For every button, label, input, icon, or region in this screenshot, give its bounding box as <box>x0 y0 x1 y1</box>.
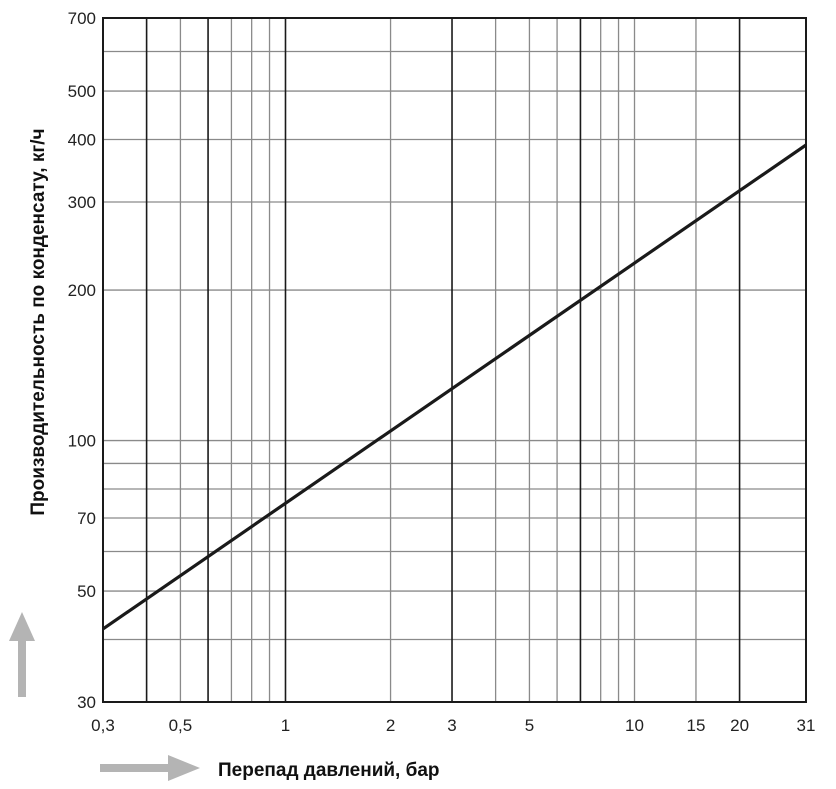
x-tick-label: 31 <box>797 716 816 735</box>
y-axis-title: Производительность по конденсату, кг/ч <box>28 128 49 515</box>
plot-frame <box>102 17 807 703</box>
y-tick-label: 400 <box>68 131 96 150</box>
x-tick-label: 1 <box>281 716 290 735</box>
x-tick-label: 20 <box>730 716 749 735</box>
y-axis-arrow-icon <box>9 612 35 697</box>
x-tick-label: 10 <box>625 716 644 735</box>
y-tick-label: 500 <box>68 82 96 101</box>
plot-background <box>103 18 806 702</box>
y-tick-label: 200 <box>68 281 96 300</box>
x-tick-label: 15 <box>687 716 706 735</box>
series-line <box>103 143 806 631</box>
x-tick-label: 0,5 <box>169 716 193 735</box>
x-tick-label: 0,3 <box>91 716 115 735</box>
y-tick-label: 700 <box>68 9 96 28</box>
series-layer <box>103 143 806 631</box>
y-tick-label: 300 <box>68 193 96 212</box>
x-tick-label: 3 <box>447 716 456 735</box>
y-tick-label: 70 <box>77 509 96 528</box>
x-axis-title: Перепад давлений, бар <box>218 760 440 781</box>
y-tick-label: 100 <box>68 432 96 451</box>
x-tick-label: 5 <box>525 716 534 735</box>
x-tick-label: 2 <box>386 716 395 735</box>
x-axis-arrow-icon <box>100 755 200 781</box>
x-tick-labels: 0,3 0,5 1 2 3 5 10 15 20 31 <box>91 716 815 735</box>
y-tick-labels: 30 50 70 100 200 300 400 500 700 <box>68 9 96 712</box>
y-tick-label: 50 <box>77 582 96 601</box>
grid-lines <box>103 18 806 702</box>
y-tick-label: 30 <box>77 693 96 712</box>
